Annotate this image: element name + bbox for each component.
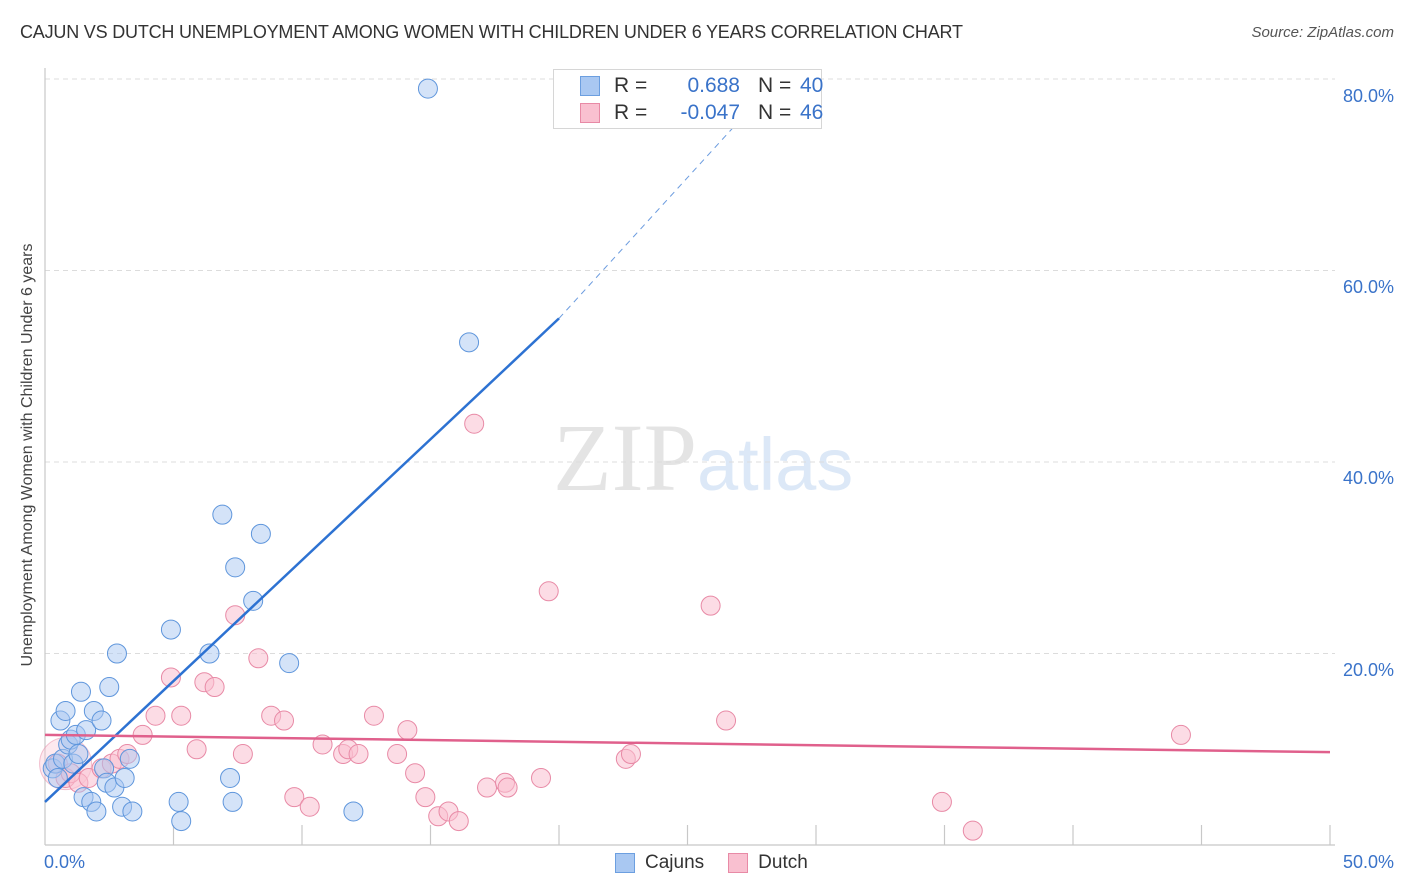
legend-item-dutch[interactable]: Dutch	[728, 852, 808, 874]
r-value: 0.688	[687, 74, 740, 97]
y-tick-80: 80.0%	[1342, 86, 1394, 106]
gridlines	[45, 78, 1335, 654]
r-value: -0.047	[680, 101, 740, 124]
y-axis-label: Unemployment Among Women with Children U…	[19, 243, 36, 667]
legend-row-cajuns: R = 0.688 N = 40	[580, 74, 823, 98]
legend-label-cajuns: Cajuns	[645, 852, 705, 873]
n-label: N =	[758, 74, 792, 97]
n-value: 46	[800, 101, 824, 124]
legend-item-cajuns[interactable]: Cajuns	[615, 852, 704, 874]
y-tick-40: 40.0%	[1342, 468, 1394, 488]
r-label: R =	[614, 101, 648, 124]
watermark-atlas: atlas	[697, 423, 854, 506]
legend-label-dutch: Dutch	[758, 852, 808, 873]
dutch-swatch	[580, 103, 600, 123]
trend-lines	[44, 78, 1331, 803]
chart-title: CAJUN VS DUTCH UNEMPLOYMENT AMONG WOMEN …	[20, 22, 963, 42]
dutch-swatch	[728, 853, 749, 873]
r-label: R =	[614, 74, 648, 97]
cajuns-swatch	[615, 853, 635, 873]
cajuns-swatch	[580, 76, 600, 96]
legend-row-dutch: R = -0.047 N = 46	[580, 101, 823, 125]
n-value: 40	[800, 74, 824, 97]
axes	[44, 68, 1335, 846]
dutch-points	[39, 413, 1191, 841]
n-label: N =	[758, 101, 792, 124]
y-tick-60: 60.0%	[1342, 277, 1394, 297]
cajun-points	[42, 78, 480, 832]
watermark: ZIPatlas	[553, 402, 853, 513]
y-tick-20: 20.0%	[1342, 660, 1394, 680]
correlation-legend: R = 0.688 N = 40 R = -0.047 N = 46	[553, 69, 823, 129]
watermark-zip: ZIP	[553, 404, 697, 511]
x-tick-50: 50.0%	[1342, 852, 1394, 872]
source-credit: Source: ZipAtlas.com	[1251, 24, 1394, 41]
x-tick-0: 0.0%	[44, 852, 86, 872]
series-legend: Cajuns Dutch	[615, 852, 832, 874]
